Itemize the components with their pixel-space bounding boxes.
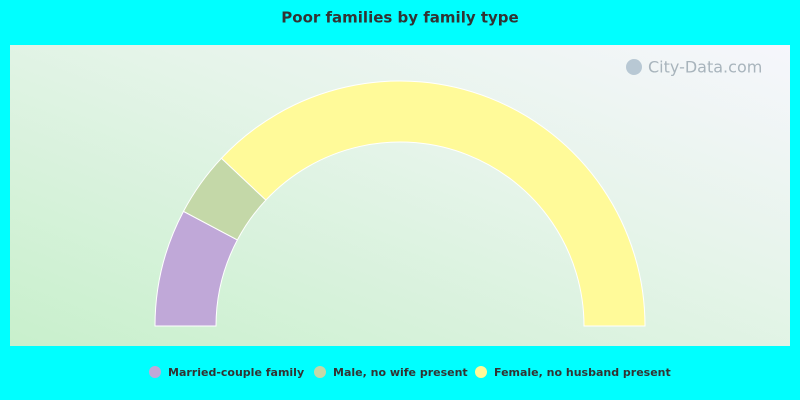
legend-swatch	[149, 366, 161, 378]
arc-segment	[220, 80, 646, 327]
watermark: City-Data.com	[648, 58, 762, 77]
legend-swatch	[314, 366, 326, 378]
watermark-icon	[626, 59, 642, 75]
legend-label: Male, no wife present	[333, 366, 468, 379]
legend-label: Married-couple family	[168, 366, 304, 379]
legend-label: Female, no husband present	[494, 366, 671, 379]
chart-title: Poor families by family type	[281, 9, 518, 27]
legend-swatch	[475, 366, 487, 378]
